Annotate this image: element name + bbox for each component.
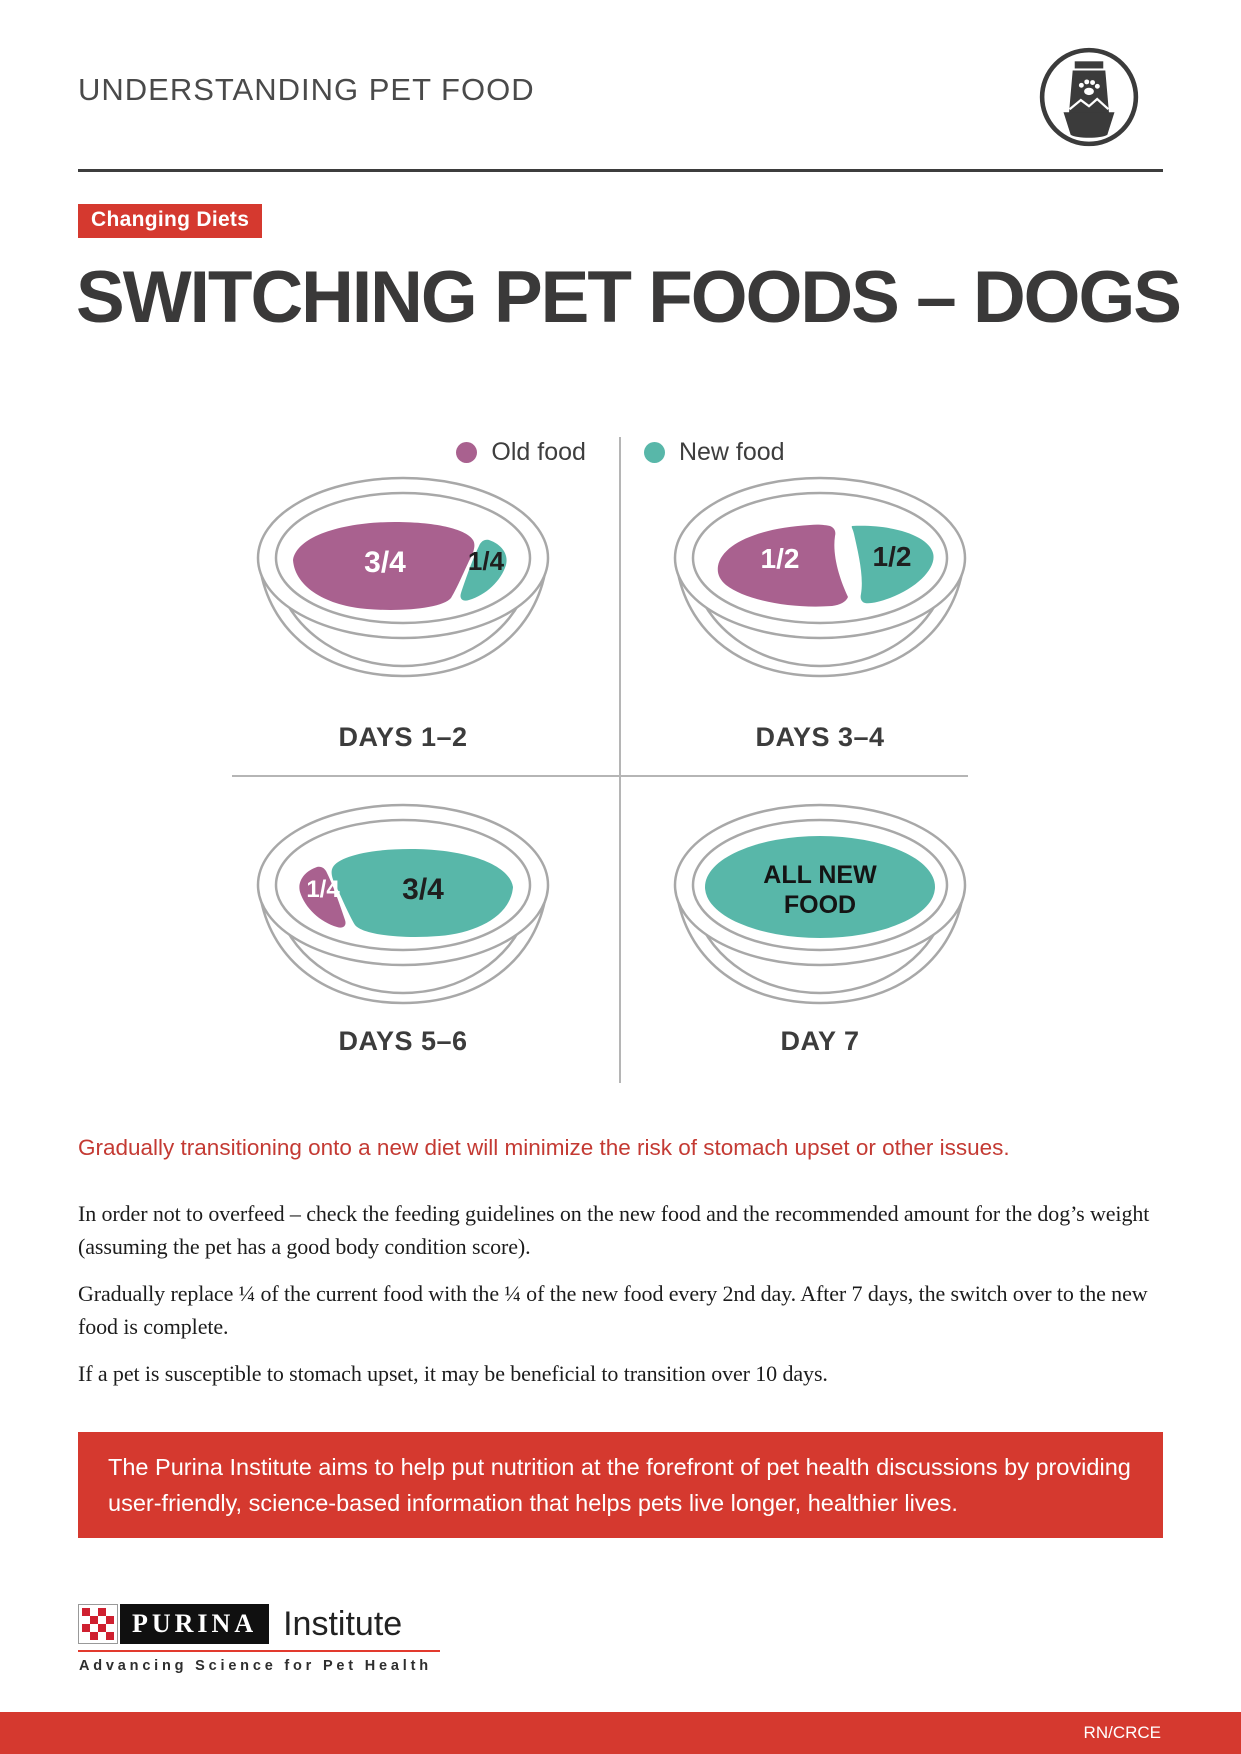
new-fraction-label: 3/4 — [402, 873, 444, 906]
legend-item-new-food: New food — [643, 438, 785, 467]
lead-text: Gradually transitioning onto a new diet … — [78, 1135, 1010, 1160]
header-rule — [78, 169, 1163, 172]
bowl-day-7: ALL NEW FOOD — [660, 795, 980, 1030]
diagram-vertical-divider — [619, 437, 621, 1083]
footer-code: RN/CRCE — [1083, 1723, 1161, 1742]
legend: Old food New food — [0, 438, 1241, 467]
old-fraction-label: 3/4 — [364, 546, 406, 579]
logo-rule — [78, 1650, 440, 1652]
old-fraction-label: 1/4 — [306, 876, 340, 903]
bowl-caption-day-7: DAY 7 — [780, 1026, 860, 1056]
mission-banner-text: The Purina Institute aims to help put nu… — [108, 1453, 1131, 1516]
purina-checkerboard-icon — [78, 1604, 118, 1644]
legend-item-old-food: Old food — [456, 438, 586, 467]
new-fraction-label: 1/2 — [873, 541, 912, 572]
body-text: In order not to overfeed – check the fee… — [78, 1197, 1163, 1404]
new-fraction-label: 1/4 — [468, 546, 505, 576]
legend-label-new: New food — [678, 438, 785, 466]
purina-institute-logo: PURINA Institute — [78, 1604, 402, 1644]
page-title: SWITCHING PET FOODS – DOGS — [76, 257, 1182, 338]
all-new-food-label-line2: FOOD — [784, 891, 856, 919]
mission-banner: The Purina Institute aims to help put nu… — [78, 1432, 1163, 1538]
bowl-caption-days-3-4: DAYS 3–4 — [755, 722, 885, 752]
new-food-dot-icon — [643, 442, 665, 463]
logo-tagline: Advancing Science for Pet Health — [79, 1658, 432, 1674]
bowl-days-1-2: 3/4 1/4 — [243, 468, 563, 703]
bowl-caption-days-5-6: DAYS 5–6 — [338, 1026, 468, 1056]
footer-bar: RN/CRCE — [0, 1712, 1241, 1754]
bowl-days-3-4: 1/2 1/2 — [660, 468, 980, 703]
pet-food-icon — [1036, 44, 1142, 150]
header-title: UNDERSTANDING PET FOOD — [78, 72, 535, 107]
bowl-days-5-6: 1/4 3/4 — [243, 795, 563, 1030]
old-food-dot-icon — [456, 442, 478, 463]
institute-label: Institute — [283, 1605, 403, 1643]
topic-badge: Changing Diets — [78, 204, 263, 238]
purina-brand-name: PURINA — [120, 1604, 270, 1644]
old-fraction-label: 1/2 — [761, 543, 800, 574]
diagram-horizontal-divider — [232, 775, 968, 777]
legend-label-old: Old food — [491, 438, 586, 466]
bowl-caption-days-1-2: DAYS 1–2 — [338, 722, 468, 752]
body-paragraph-2: Gradually replace ¼ of the current food … — [78, 1281, 1148, 1339]
body-paragraph-1: In order not to overfeed – check the fee… — [78, 1201, 1150, 1259]
body-paragraph-3: If a pet is susceptible to stomach upset… — [78, 1361, 828, 1386]
all-new-food-label-line1: ALL NEW — [763, 861, 877, 889]
